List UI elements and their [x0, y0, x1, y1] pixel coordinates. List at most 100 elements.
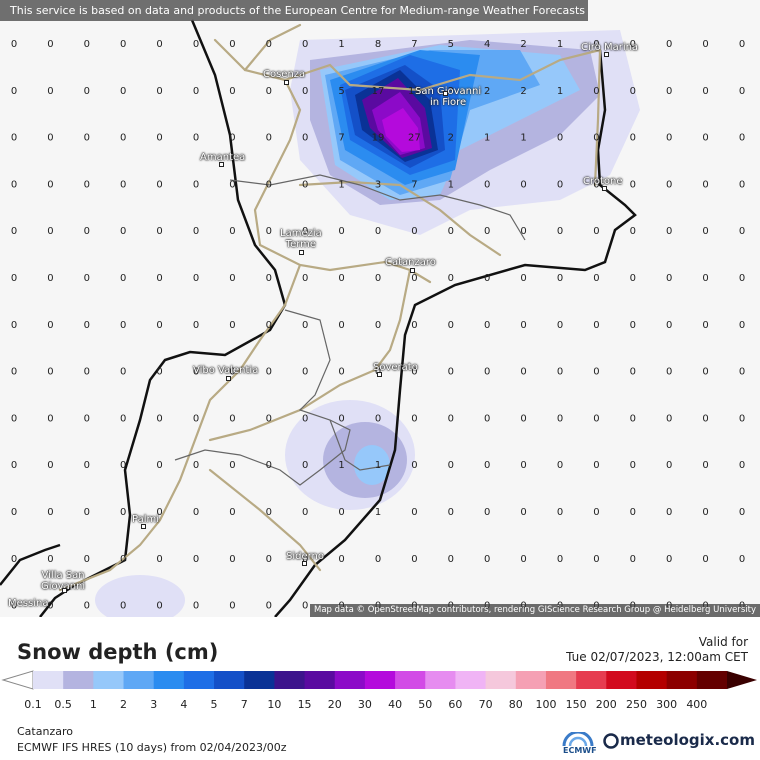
snow-depth-map[interactable]: 0 0 0 0 0 0 0 0 0 1 8 7 5 4 2 1 0 0 0 0 0 0 0 0 0 0 0 0 0 0 5 17 12 3 2 2 1 0…: [0, 0, 760, 617]
location-label: Catanzaro: [17, 725, 73, 738]
scale-tick-label: 3: [150, 698, 158, 711]
grid-value: 0: [630, 133, 636, 144]
grid-value: 0: [338, 273, 344, 284]
scale-color-cell: [485, 671, 517, 689]
grid-value: 0: [739, 179, 745, 190]
grid-value: 0: [84, 413, 90, 424]
city-villa-san-giovanni[interactable]: Villa San Giovanni: [41, 570, 86, 592]
grid-value: 0: [11, 273, 17, 284]
grid-value: 0: [593, 413, 599, 424]
legend-title: Snow depth (cm): [17, 640, 219, 664]
grid-value: 1: [484, 133, 490, 144]
city-vibo-valentia[interactable]: Vibo Valentia: [193, 365, 259, 376]
grid-value: 0: [593, 460, 599, 471]
grid-value: 0: [520, 460, 526, 471]
grid-value: 0: [84, 133, 90, 144]
grid-value: 0: [266, 507, 272, 518]
grid-value: 0: [302, 273, 308, 284]
grid-value: 0: [47, 179, 53, 190]
grid-value: 0: [120, 86, 126, 97]
grid-value: 0: [739, 273, 745, 284]
grid-value: 0: [193, 133, 199, 144]
grid-value: 0: [630, 413, 636, 424]
grid-value: 0: [47, 413, 53, 424]
grid-value: 0: [739, 86, 745, 97]
grid-value: 0: [739, 39, 745, 50]
grid-value: 0: [120, 133, 126, 144]
city-siderno[interactable]: Siderno: [286, 551, 325, 562]
scale-tick-label: 1: [89, 698, 97, 711]
grid-value: 0: [593, 273, 599, 284]
grid-value: 0: [229, 86, 235, 97]
grid-value: 0: [156, 460, 162, 471]
grid-value: 0: [448, 507, 454, 518]
grid-value: 0: [630, 179, 636, 190]
grid-value: 0: [302, 413, 308, 424]
scale-tick-label: 60: [448, 698, 463, 711]
model-run-label: ECMWF IFS HRES (10 days) from 02/04/2023…: [17, 741, 287, 754]
grid-value: 0: [229, 601, 235, 612]
city-marker: [377, 372, 382, 377]
grid-value: 0: [630, 460, 636, 471]
grid-value: 0: [47, 320, 53, 331]
grid-value: 0: [47, 273, 53, 284]
grid-value: 0: [120, 320, 126, 331]
grid-value: 1: [520, 133, 526, 144]
city-crotone[interactable]: Crotone: [583, 176, 623, 187]
scale-tick-label: 250: [625, 698, 647, 711]
grid-value: 0: [193, 507, 199, 518]
grid-value: 0: [156, 554, 162, 565]
grid-value: 0: [302, 39, 308, 50]
ecmwf-logo-icon: [562, 732, 594, 747]
city-soverato[interactable]: Soverato: [373, 362, 418, 373]
city-palmi[interactable]: Palmi: [132, 514, 160, 525]
grid-value: 0: [630, 273, 636, 284]
city-san-giovanni-in-fiore[interactable]: San Giovanni in Fiore: [415, 86, 482, 108]
grid-value: 1: [557, 86, 563, 97]
grid-value: 0: [229, 226, 235, 237]
grid-value: 0: [557, 226, 563, 237]
grid-value: 0: [520, 507, 526, 518]
grid-value: 0: [520, 320, 526, 331]
grid-value: 0: [666, 554, 672, 565]
city-cosenza[interactable]: Cosenza: [263, 69, 306, 80]
grid-value: 0: [375, 320, 381, 331]
map-attribution: Map data © OpenStreetMap contributors, r…: [310, 604, 760, 617]
grid-value: 0: [47, 86, 53, 97]
grid-value: 0: [11, 554, 17, 565]
grid-value: 0: [193, 460, 199, 471]
grid-value: 0: [266, 554, 272, 565]
grid-value: 1: [338, 179, 344, 190]
grid-value: 0: [702, 39, 708, 50]
scale-tick-label: 20: [327, 698, 342, 711]
grid-value: 0: [266, 460, 272, 471]
grid-value: 0: [156, 86, 162, 97]
admin-borders: [174, 174, 526, 486]
grid-value: 0: [739, 460, 745, 471]
city-marker: [226, 376, 231, 381]
grid-value: 0: [338, 413, 344, 424]
meteologix-brand[interactable]: meteologix.com: [620, 731, 755, 749]
grid-value: 0: [229, 179, 235, 190]
scale-tick-label: 5: [210, 698, 218, 711]
grid-value: 0: [520, 179, 526, 190]
scale-tick-label: 15: [297, 698, 312, 711]
grid-value: 0: [702, 179, 708, 190]
scale-tick-label: 40: [388, 698, 403, 711]
grid-value: 0: [156, 39, 162, 50]
city-lamezia-terme[interactable]: Lamezia Terme: [280, 228, 322, 250]
grid-value: 3: [448, 86, 454, 97]
city-ciro-marina[interactable]: Cirò Marina: [581, 42, 639, 53]
grid-value: 0: [557, 507, 563, 518]
grid-value: 0: [47, 367, 53, 378]
scale-color-cell: [666, 671, 698, 689]
grid-value: 0: [266, 320, 272, 331]
city-catanzaro[interactable]: Catanzaro: [385, 257, 436, 268]
snow-depth-grid: 0 0 0 0 0 0 0 0 0 1 8 7 5 4 2 1 0 0 0 0 00 0 0 0 0 0 0 0 0 5 17 12 3 2 2 1 0…: [11, 39, 745, 612]
city-amantea[interactable]: Amantea: [200, 152, 246, 163]
city-messina[interactable]: Messina: [8, 598, 49, 609]
grid-value: 0: [193, 413, 199, 424]
grid-value: 0: [229, 507, 235, 518]
grid-value: 0: [739, 507, 745, 518]
grid-value: 0: [338, 507, 344, 518]
